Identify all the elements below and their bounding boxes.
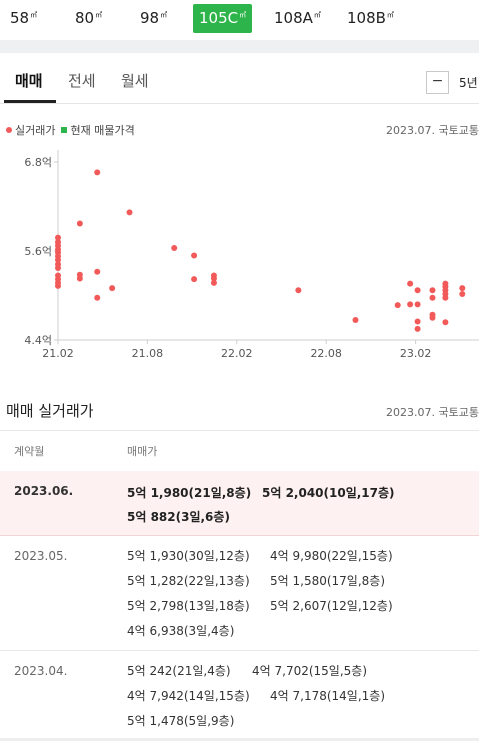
deal-entry: 5억 882(3일,6층)	[127, 510, 230, 524]
x-tick-label: 22.08	[310, 347, 342, 360]
chart-legend: 실거래가 현재 매물가격	[6, 122, 135, 138]
table-source: 2023.07. 국토교통부	[386, 406, 479, 419]
deal-entry: 4억 6,938(3일,4층)	[127, 624, 235, 638]
row-date: 2023.06.	[14, 484, 74, 498]
x-tick-label: 21.02	[42, 347, 74, 360]
tab-divider	[0, 103, 479, 104]
section-divider	[0, 40, 479, 53]
actual-price-dot-icon	[6, 127, 12, 133]
deal-entry: 5억 2,040(10일,17층)	[262, 486, 395, 500]
bottom-divider	[0, 738, 479, 741]
scatter-point	[407, 301, 414, 308]
scatter-point	[171, 245, 178, 252]
deal-entry: 4억 9,980(22일,15층)	[270, 549, 393, 563]
deal-entry: 5억 1,580(17일,8층)	[270, 574, 386, 588]
x-tick-label: 21.08	[132, 347, 164, 360]
listing-price-square-icon	[61, 127, 68, 133]
scatter-point	[126, 209, 133, 216]
x-tick-label: 22.02	[221, 347, 253, 360]
scatter-point	[414, 318, 421, 325]
y-tick-label: 4.4억	[24, 334, 52, 347]
column-header-date: 계약월	[14, 445, 45, 458]
scatter-point	[191, 252, 198, 259]
table-row: 2023.04. 5억 242(21일,4층) 4억 7,702(15일,5층)…	[0, 651, 479, 738]
scatter-point	[352, 316, 359, 323]
row-date: 2023.05.	[14, 549, 68, 563]
scatter-point	[429, 287, 436, 294]
chart-source: 2023.07. 국토교통부	[386, 124, 479, 137]
deal-entry: 5억 2,798(13일,18층)	[127, 599, 250, 613]
scatter-point	[76, 220, 83, 227]
zoom-out-button[interactable]: −	[426, 71, 449, 94]
scatter-point	[295, 287, 302, 294]
scatter-point	[210, 279, 217, 286]
table-row: 2023.06. 5억 1,980(21일,8층) 5억 2,040(10일,1…	[0, 471, 479, 536]
tab-monthly-rent[interactable]: 월세	[121, 72, 149, 90]
deal-entry: 5억 1,478(5일,9층)	[127, 714, 235, 728]
deal-entry: 4억 7,178(14일,1층)	[270, 689, 386, 703]
table-row: 2023.05. 5억 1,930(30일,12층) 4억 9,980(22일,…	[0, 536, 479, 651]
scatter-point	[414, 287, 421, 294]
size-tab-105c[interactable]: 105C㎡	[193, 4, 253, 33]
x-tick-label: 23.02	[400, 347, 432, 360]
scatter-point	[442, 319, 449, 326]
size-tab-58[interactable]: 58㎡	[10, 9, 38, 27]
scatter-point	[55, 282, 61, 289]
table-divider	[0, 430, 479, 431]
scatter-point	[459, 285, 466, 292]
tab-jeonse[interactable]: 전세	[68, 72, 96, 90]
active-tab-indicator	[4, 100, 56, 103]
deal-entry: 5억 2,607(12일,12층)	[270, 599, 393, 613]
scatter-point	[459, 291, 466, 298]
scatter-point	[407, 280, 414, 287]
column-header-price: 매매가	[127, 445, 158, 458]
period-selector[interactable]: 5년	[459, 76, 478, 90]
y-tick-label: 6.8억	[24, 156, 52, 169]
scatter-point	[429, 314, 436, 321]
deal-entry: 5억 1,930(30일,12층)	[127, 549, 250, 563]
scatter-point	[94, 268, 101, 275]
deal-entry: 4억 7,702(15일,5층)	[252, 664, 368, 678]
scatter-point	[429, 294, 436, 301]
scatter-point	[94, 294, 101, 301]
scatter-point	[191, 276, 198, 283]
scatter-point	[76, 275, 83, 282]
deal-entry: 4억 7,942(14일,15층)	[127, 689, 250, 703]
deal-entry: 5억 1,980(21일,8층)	[127, 486, 252, 500]
row-date: 2023.04.	[14, 664, 68, 678]
section-title: 매매 실거래가	[6, 402, 94, 420]
y-tick-label: 5.6억	[24, 245, 52, 258]
scatter-point	[394, 302, 401, 309]
tab-sale[interactable]: 매매	[15, 72, 43, 90]
scatter-point	[414, 325, 421, 332]
scatter-point	[55, 265, 61, 272]
size-tab-98[interactable]: 98㎡	[140, 9, 168, 27]
deal-entry: 5억 1,282(22일,13층)	[127, 574, 250, 588]
scatter-point	[55, 256, 61, 263]
size-tab-bar: 58㎡ 80㎡ 98㎡ 105C㎡ 108A㎡ 108B㎡	[0, 0, 479, 40]
scatter-point	[109, 285, 116, 292]
size-tab-80[interactable]: 80㎡	[75, 9, 103, 27]
scatter-point	[94, 169, 101, 176]
deal-entry: 5억 242(21일,4층)	[127, 664, 231, 678]
legend-actual-label: 실거래가	[15, 124, 56, 137]
scatter-point	[55, 234, 61, 241]
scatter-point	[414, 301, 421, 308]
legend-listing-label: 현재 매물가격	[70, 124, 135, 137]
size-tab-108a[interactable]: 108A㎡	[274, 9, 321, 27]
scatter-point	[442, 294, 449, 301]
scatter-point	[210, 275, 217, 282]
size-tab-108b[interactable]: 108B㎡	[347, 9, 394, 27]
